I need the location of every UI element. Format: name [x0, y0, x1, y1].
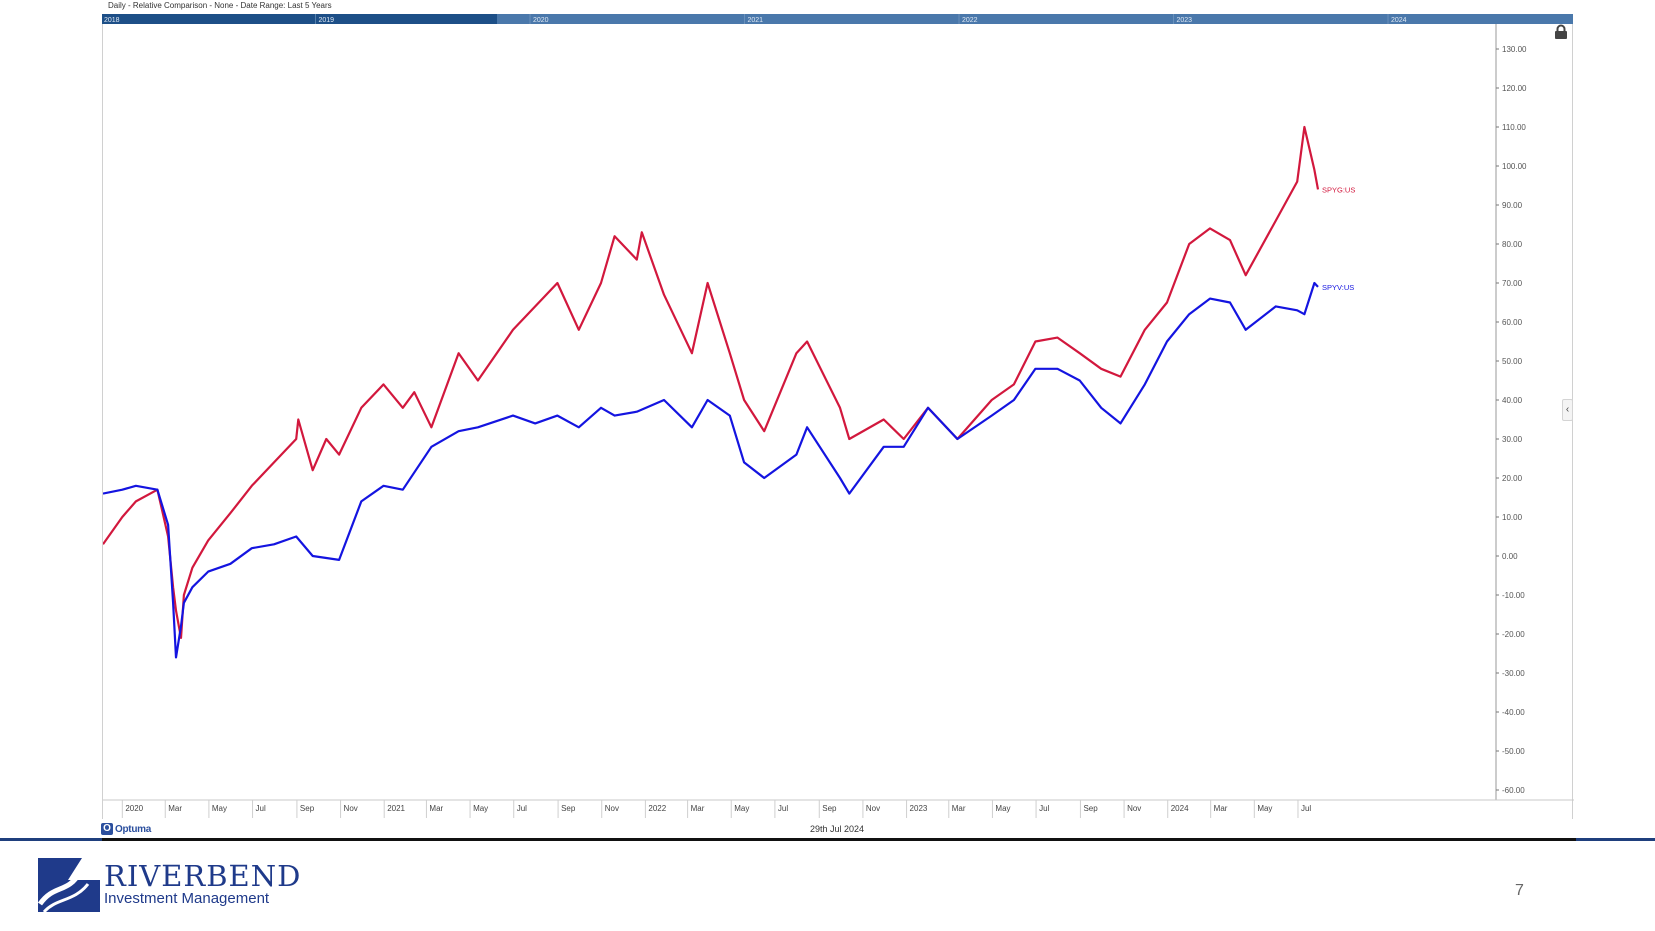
lock-icon[interactable] [1553, 24, 1569, 40]
y-tick-label: 70.00 [1502, 279, 1523, 288]
x-tick-label: Mar [1214, 804, 1228, 813]
chart-date: 29th Jul 2024 [809, 824, 865, 834]
x-tick-label: Nov [344, 804, 358, 813]
y-tick-label: -20.00 [1502, 630, 1525, 639]
y-tick-label: 20.00 [1502, 474, 1523, 483]
y-tick-label: -30.00 [1502, 669, 1525, 678]
y-tick-label: 40.00 [1502, 396, 1523, 405]
x-tick-label: 2020 [125, 804, 143, 813]
collapse-panel-button[interactable]: ‹ [1562, 399, 1573, 421]
x-tick-label: Jul [1301, 804, 1311, 813]
x-tick-label: Sep [300, 804, 315, 813]
x-tick-label: 2021 [387, 804, 405, 813]
y-tick-label: 0.00 [1502, 552, 1518, 561]
x-tick-label: Sep [822, 804, 837, 813]
x-tick-label: Jul [517, 804, 527, 813]
series-line-spyvus [103, 281, 1319, 659]
x-tick-label: Nov [605, 804, 619, 813]
chart-panel: 130.00 120.00 110.00 100.00 90.00 80.00 70.00 6… [102, 24, 1574, 819]
x-tick-label: May [473, 804, 488, 813]
chart-title: Daily - Relative Comparison - None - Dat… [108, 1, 332, 10]
y-tick-label: 60.00 [1502, 318, 1523, 327]
page-number: 7 [1515, 882, 1524, 899]
navigator-year-label: 2024 [1391, 17, 1407, 24]
x-tick-label: Mar [691, 804, 705, 813]
brand-subtitle: Investment Management [104, 889, 270, 907]
x-tick-label: 2024 [1171, 804, 1189, 813]
y-tick-label: 50.00 [1502, 357, 1523, 366]
x-tick-label: May [1257, 804, 1272, 813]
navigator-year-label: 2020 [533, 17, 549, 24]
line-chart: 130.00 120.00 110.00 100.00 90.00 80.00 70.00 6… [103, 24, 1574, 818]
navigator-selection[interactable] [497, 14, 1573, 24]
riverbend-logo: RIVERBEND Investment Management [38, 854, 301, 912]
date-range-navigator[interactable]: 2018 2019 2020 2021 2022 2023 2024 [102, 14, 1573, 24]
optuma-logo: O Optuma [101, 822, 151, 836]
x-tick-label: Nov [866, 804, 880, 813]
y-tick-label: 90.00 [1502, 201, 1523, 210]
y-tick-label: -10.00 [1502, 591, 1525, 600]
y-tick-label: 110.00 [1502, 123, 1526, 132]
y-tick-label: 30.00 [1502, 435, 1523, 444]
riverbend-logo-mark [38, 857, 101, 912]
y-tick-label: -60.00 [1502, 786, 1525, 795]
x-tick-label: Jul [1039, 804, 1049, 813]
x-tick-label: Mar [429, 804, 443, 813]
optuma-logo-mark: O [101, 823, 113, 835]
optuma-label: Optuma [115, 823, 151, 835]
x-tick-label: Sep [561, 804, 576, 813]
y-tick-label: 80.00 [1502, 240, 1523, 249]
y-tick-label: -40.00 [1502, 708, 1525, 717]
x-tick-label: 2023 [910, 804, 928, 813]
series-end-label: SPYG:US [1322, 185, 1355, 194]
navigator-year-label: 2023 [1177, 17, 1193, 24]
x-tick-label: Mar [168, 804, 182, 813]
x-tick-label: 2022 [648, 804, 666, 813]
x-tick-label: Sep [1083, 804, 1098, 813]
x-tick-label: May [995, 804, 1010, 813]
series-end-label: SPYV:US [1322, 283, 1354, 292]
x-tick-label: Jul [778, 804, 788, 813]
navigator-year-label: 2022 [962, 17, 978, 24]
x-tick-label: May [734, 804, 749, 813]
brand-name: RIVERBEND [104, 858, 302, 893]
x-tick-label: Mar [952, 804, 966, 813]
y-tick-label: -50.00 [1502, 747, 1525, 756]
x-tick-label: Nov [1127, 804, 1141, 813]
y-tick-label: 10.00 [1502, 513, 1523, 522]
navigator-year-label: 2021 [748, 17, 764, 24]
navigator-year-label: 2018 [104, 17, 120, 24]
y-tick-label: 130.00 [1502, 45, 1527, 54]
y-tick-label: 100.00 [1502, 162, 1527, 171]
navigator-year-label: 2019 [319, 17, 335, 24]
x-tick-label: Jul [256, 804, 266, 813]
footer-divider-chart [102, 838, 1576, 841]
y-tick-label: 120.00 [1502, 84, 1527, 93]
x-tick-label: May [212, 804, 227, 813]
series-line-spygus [103, 125, 1320, 640]
